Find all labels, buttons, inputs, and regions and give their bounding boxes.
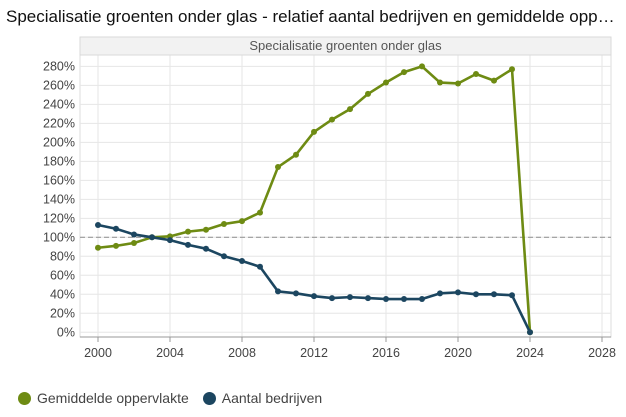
legend-swatch-navy xyxy=(202,391,216,405)
data-point xyxy=(239,258,245,265)
facet-header: Specialisatie groenten onder glas xyxy=(79,36,612,56)
y-tick-label: 20% xyxy=(50,306,75,320)
data-point xyxy=(113,225,119,232)
data-point xyxy=(473,291,479,298)
data-point xyxy=(185,228,191,235)
x-tick-label: 2008 xyxy=(228,346,256,360)
y-tick-label: 100% xyxy=(43,230,75,244)
data-point xyxy=(437,290,443,297)
data-point xyxy=(311,293,317,300)
data-point xyxy=(347,294,353,301)
data-point xyxy=(95,221,101,228)
y-tick-label: 0% xyxy=(57,325,75,339)
legend-item-aantal-bedrijven[interactable]: Aantal bedrijven xyxy=(202,390,323,406)
data-point xyxy=(473,70,479,77)
data-point xyxy=(113,242,119,249)
data-point xyxy=(221,253,227,260)
data-point xyxy=(455,80,461,87)
data-point xyxy=(95,244,101,251)
legend-label: Gemiddelde oppervlakte xyxy=(37,390,189,406)
legend-item-gemiddelde-oppervlakte[interactable]: Gemiddelde oppervlakte xyxy=(18,390,189,406)
data-point xyxy=(131,240,137,246)
data-point xyxy=(401,296,407,303)
data-point xyxy=(509,292,515,299)
data-point xyxy=(185,241,191,248)
data-point xyxy=(149,234,155,241)
data-point xyxy=(383,296,389,303)
data-point xyxy=(365,90,371,97)
y-tick-label: 40% xyxy=(50,287,75,301)
data-point xyxy=(527,329,533,336)
data-point xyxy=(275,288,281,295)
data-point xyxy=(419,296,425,303)
data-point xyxy=(347,106,353,113)
data-point xyxy=(329,116,335,123)
y-tick-label: 200% xyxy=(43,135,75,149)
x-axis: 2000 2004 2008 2012 2016 2020 2024 2028 xyxy=(80,336,616,360)
y-tick-label: 280% xyxy=(43,59,75,73)
y-tick-label: 180% xyxy=(43,154,75,168)
data-point xyxy=(437,79,443,86)
data-point xyxy=(509,66,515,73)
y-tick-label: 220% xyxy=(43,116,75,130)
x-tick-label: 2004 xyxy=(156,346,184,360)
data-point xyxy=(293,151,299,158)
data-point xyxy=(203,226,209,233)
data-point xyxy=(275,164,281,171)
y-tick-label: 140% xyxy=(43,192,75,206)
data-point xyxy=(329,295,335,302)
x-tick-label: 2020 xyxy=(444,346,472,360)
y-tick-label: 240% xyxy=(43,97,75,111)
y-tick-label: 260% xyxy=(43,78,75,92)
x-tick-label: 2012 xyxy=(300,346,328,360)
legend: Gemiddelde oppervlakte Aantal bedrijven xyxy=(18,390,336,406)
data-point xyxy=(455,289,461,296)
data-point xyxy=(401,69,407,76)
x-tick-label: 2016 xyxy=(372,346,400,360)
grid-lines xyxy=(79,54,612,338)
y-tick-label: 80% xyxy=(50,249,75,263)
facet-title: Specialisatie groenten onder glas xyxy=(249,38,442,53)
data-point xyxy=(419,63,425,70)
data-point xyxy=(221,221,227,228)
data-point xyxy=(491,291,497,298)
y-tick-label: 60% xyxy=(50,268,75,282)
x-tick-label: 2000 xyxy=(84,346,112,360)
series-layer xyxy=(95,63,533,336)
y-axis: 0% 20% 40% 60% 80% 100% 120% 140% 160% 180% 200% 22… xyxy=(43,59,75,339)
y-tick-label: 120% xyxy=(43,211,75,225)
x-tick-label: 2024 xyxy=(516,346,544,360)
data-point xyxy=(491,77,497,84)
legend-label: Aantal bedrijven xyxy=(221,390,323,406)
data-point xyxy=(167,237,173,244)
data-point xyxy=(131,231,137,238)
x-tick-label: 2028 xyxy=(588,346,616,360)
y-tick-label: 160% xyxy=(43,173,75,187)
data-point xyxy=(311,128,317,135)
data-point xyxy=(239,218,245,225)
data-point xyxy=(365,295,371,302)
data-point xyxy=(257,263,263,270)
data-point xyxy=(257,209,263,216)
facet-band xyxy=(79,36,612,56)
data-point xyxy=(383,79,389,86)
data-point xyxy=(203,245,209,252)
data-point xyxy=(293,290,299,297)
legend-swatch-green xyxy=(18,391,31,405)
